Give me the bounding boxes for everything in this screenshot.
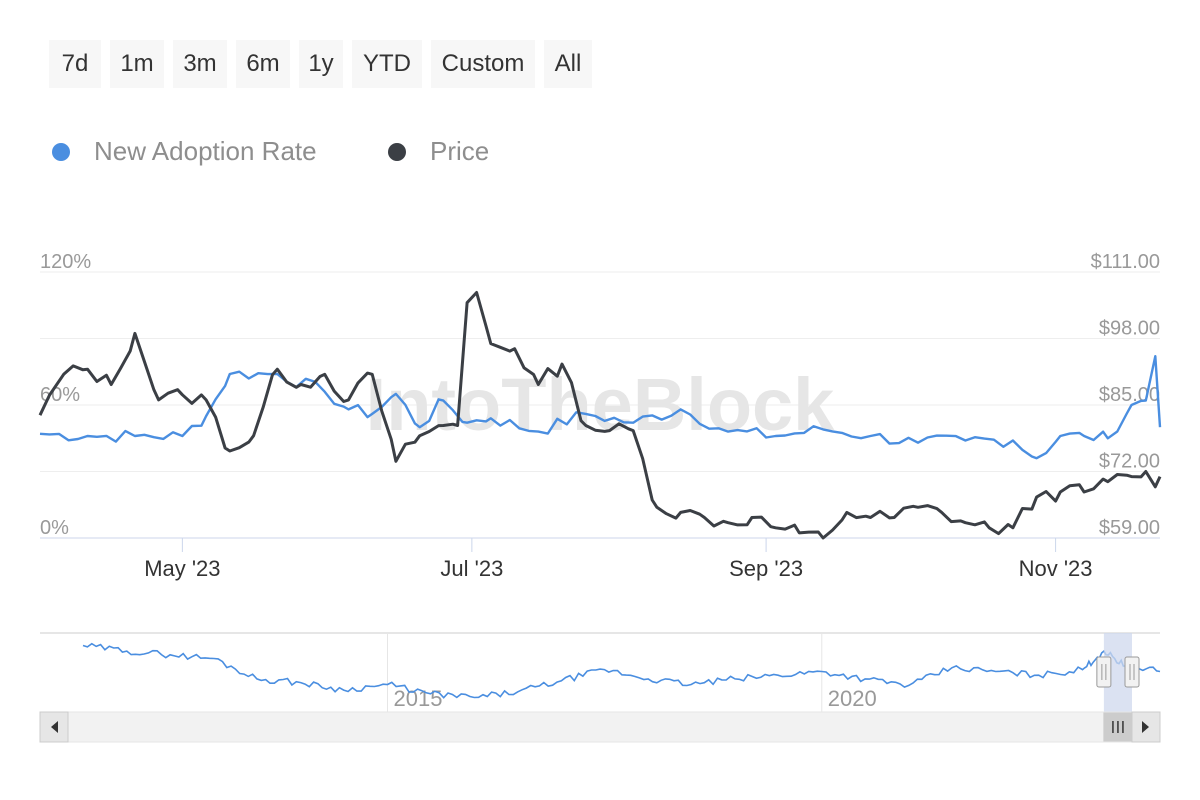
series-line-adoption[interactable] — [39, 355, 1162, 460]
legend-label-price: Price — [430, 136, 490, 166]
y-right-tick-label: $98.00 — [1099, 318, 1160, 340]
range-button-custom[interactable]: Custom — [431, 40, 535, 88]
legend-label-adoption: New Adoption Rate — [94, 136, 317, 166]
range-button-all[interactable]: All — [544, 40, 592, 88]
scroll-thumb[interactable] — [1103, 712, 1133, 742]
scrollbar[interactable] — [39, 711, 1161, 743]
range-button-1m[interactable]: 1m — [110, 40, 164, 88]
x-tick-label: Nov '23 — [1019, 556, 1093, 581]
scroll-left-arrow-icon[interactable] — [39, 711, 69, 743]
legend-dot-icon — [388, 143, 406, 161]
x-tick-label: May '23 — [144, 556, 220, 581]
range-button-ytd[interactable]: YTD — [352, 40, 422, 88]
scroll-right-arrow-icon[interactable] — [1131, 711, 1161, 743]
x-tick-label: Jul '23 — [440, 556, 503, 581]
navigator-handle-right[interactable] — [1124, 656, 1140, 688]
legend-item-adoption[interactable]: New Adoption Rate — [52, 128, 352, 174]
navigator-series-line — [82, 642, 1161, 699]
y-right-tick-label: $111.00 — [1091, 251, 1160, 273]
y-right-tick-label: $59.00 — [1099, 517, 1160, 539]
y-right-tick-label: $85.00 — [1099, 384, 1160, 406]
navigator-handle-left[interactable] — [1096, 656, 1112, 688]
legend-item-price[interactable]: Price — [388, 128, 528, 174]
range-button-3m[interactable]: 3m — [173, 40, 227, 88]
y-left-tick-label: 60% — [40, 384, 80, 406]
legend-dot-icon — [52, 143, 70, 161]
range-button-7d[interactable]: 7d — [49, 40, 101, 88]
y-left-tick-label: 0% — [40, 517, 69, 539]
range-button-1y[interactable]: 1y — [299, 40, 343, 88]
series-line-price[interactable] — [38, 291, 1162, 540]
x-tick-label: Sep '23 — [729, 556, 803, 581]
y-left-tick-label: 120% — [40, 251, 91, 273]
navigator-x-label: 2020 — [828, 686, 877, 711]
navigator-x-label: 2015 — [393, 686, 442, 711]
y-right-tick-label: $72.00 — [1099, 451, 1160, 473]
range-button-6m[interactable]: 6m — [236, 40, 290, 88]
